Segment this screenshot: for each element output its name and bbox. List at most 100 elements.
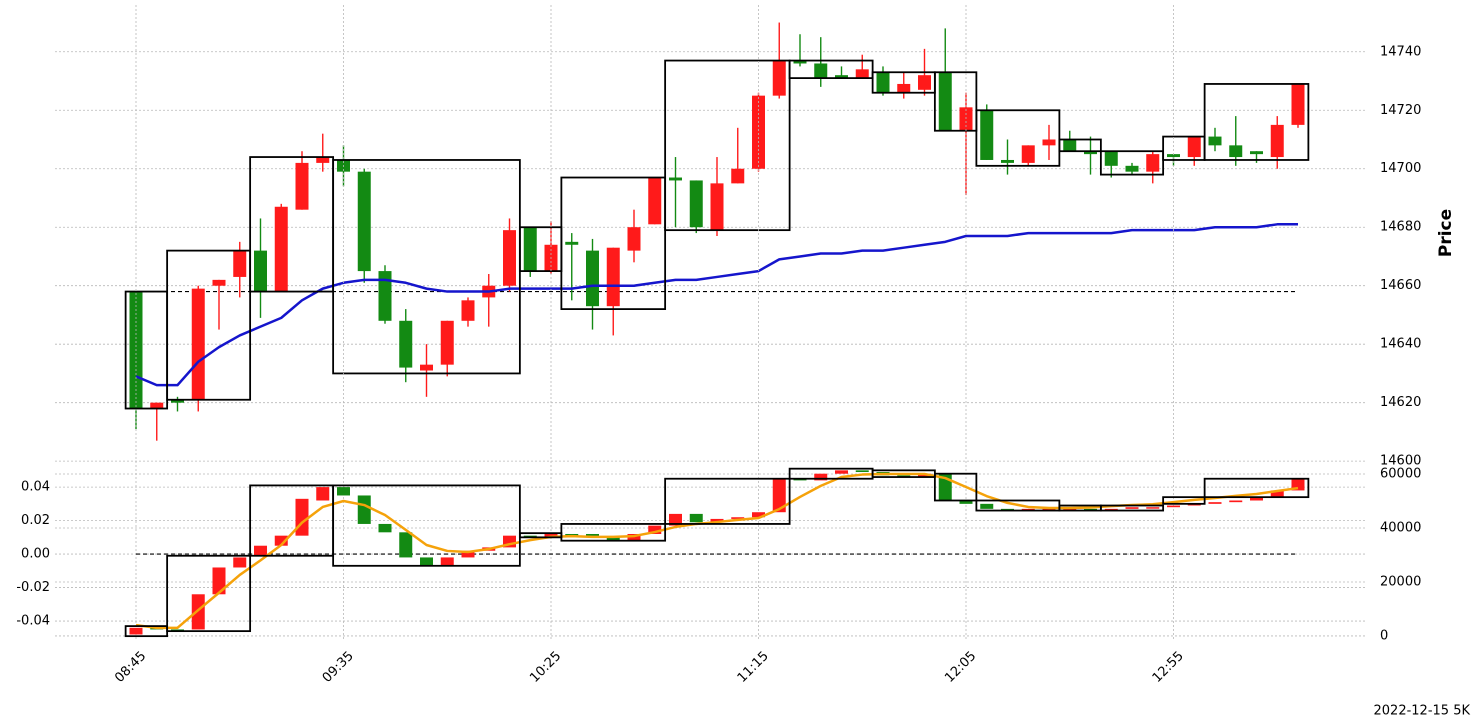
- candle-body: [233, 250, 247, 277]
- x-tick-label: 09:35: [320, 649, 357, 686]
- range-box: [560, 176, 667, 311]
- candle-body: [316, 157, 330, 163]
- candle-body: [565, 241, 579, 245]
- candle-body: [731, 168, 745, 184]
- candle-body: [627, 227, 641, 251]
- candle-body: [752, 95, 765, 169]
- candle-body: [378, 271, 392, 321]
- candle-body: [1291, 478, 1305, 491]
- candle-body: [1042, 139, 1056, 146]
- candle-body: [1146, 154, 1160, 172]
- candle-body: [1167, 505, 1180, 508]
- candle-body: [752, 512, 765, 518]
- annotation: 2022-12-15 5K: [1374, 704, 1471, 719]
- candle-body: [918, 473, 931, 478]
- candle-body: [814, 473, 828, 481]
- candle-body: [938, 72, 952, 131]
- candle-body: [835, 470, 848, 474]
- y-tick-label: 14660: [1380, 278, 1421, 293]
- range-box: [933, 71, 978, 132]
- candle-body: [1167, 154, 1180, 158]
- y-tick-label: -0.02: [16, 580, 50, 595]
- y2-tick-label: 20000: [1380, 574, 1421, 589]
- candle-body: [440, 557, 454, 566]
- candle-body: [772, 60, 786, 96]
- range-box: [1099, 504, 1165, 512]
- candle-body: [150, 402, 164, 409]
- candle-body: [1270, 490, 1284, 498]
- candle-body: [254, 250, 267, 292]
- range-box: [1203, 83, 1310, 161]
- candle-body: [1001, 159, 1014, 163]
- y-tick-label: 0.04: [21, 480, 50, 495]
- y2-tick-label: 0: [1380, 628, 1388, 643]
- candle-body: [918, 75, 931, 90]
- candle-body: [1250, 497, 1263, 501]
- candle-body: [1187, 136, 1201, 158]
- x-tick-label: 12:05: [942, 649, 979, 686]
- y-tick-label: 0.00: [21, 547, 50, 562]
- candle-body: [1021, 145, 1035, 163]
- candle-body: [980, 503, 994, 509]
- candle-body: [399, 532, 413, 558]
- y-tick-label: -0.04: [16, 614, 50, 629]
- range-box: [560, 523, 667, 542]
- candle-body: [1063, 508, 1077, 511]
- candle-body: [191, 288, 205, 400]
- candle-body: [586, 250, 599, 307]
- candle-body: [669, 177, 682, 181]
- x-tick-label: 11:15: [735, 649, 772, 686]
- candle-body: [254, 545, 267, 556]
- x-tick-label: 08:45: [112, 649, 149, 686]
- candle-body: [814, 63, 828, 79]
- candle-body: [191, 594, 205, 630]
- range-box: [166, 554, 252, 633]
- series-line: [135, 472, 1299, 630]
- candle-body: [274, 535, 288, 546]
- candle-body: [669, 513, 682, 526]
- y2-tick-label: 40000: [1380, 520, 1421, 535]
- candle-body: [274, 206, 288, 292]
- candle-body: [295, 498, 309, 536]
- candle-body: [1208, 502, 1222, 504]
- y-tick-label: 14600: [1380, 454, 1421, 469]
- candle-body: [793, 60, 807, 64]
- candle-body: [1084, 151, 1097, 155]
- candle-body: [171, 399, 184, 403]
- candle-body: [461, 550, 475, 558]
- range-box: [166, 249, 252, 401]
- candle-body: [710, 183, 724, 231]
- candle-body: [689, 513, 703, 523]
- candle-body: [1229, 500, 1243, 503]
- range-box: [788, 59, 874, 80]
- candle-body: [731, 517, 745, 519]
- candle-body: [897, 83, 911, 93]
- range-box: [1162, 496, 1206, 505]
- x-tick-label: 12:55: [1150, 649, 1187, 686]
- candle-body: [503, 230, 516, 286]
- x-tick-label: 10:25: [527, 649, 564, 686]
- candle-body: [1104, 151, 1118, 166]
- candle-body: [1125, 507, 1139, 509]
- candle-body: [710, 518, 724, 523]
- y2-tick-label: 60000: [1380, 467, 1421, 482]
- range-box: [1058, 138, 1102, 153]
- range-box: [1099, 150, 1165, 176]
- y-tick-label: 14700: [1380, 161, 1421, 176]
- candle-body: [523, 227, 537, 272]
- candle-body: [959, 107, 973, 131]
- candle-body: [399, 320, 413, 368]
- candle-body: [420, 364, 433, 371]
- candle-body: [1063, 139, 1077, 152]
- y-tick-label: 0.02: [21, 513, 50, 528]
- candle-body: [1291, 83, 1305, 125]
- range-box: [933, 472, 978, 502]
- y-tick-label: 14620: [1380, 395, 1421, 410]
- candle-body: [129, 627, 143, 635]
- candle-body: [1270, 124, 1284, 158]
- candle-body: [212, 279, 226, 286]
- range-box: [664, 59, 791, 232]
- candle-body: [1125, 165, 1139, 172]
- candle-body: [689, 180, 703, 228]
